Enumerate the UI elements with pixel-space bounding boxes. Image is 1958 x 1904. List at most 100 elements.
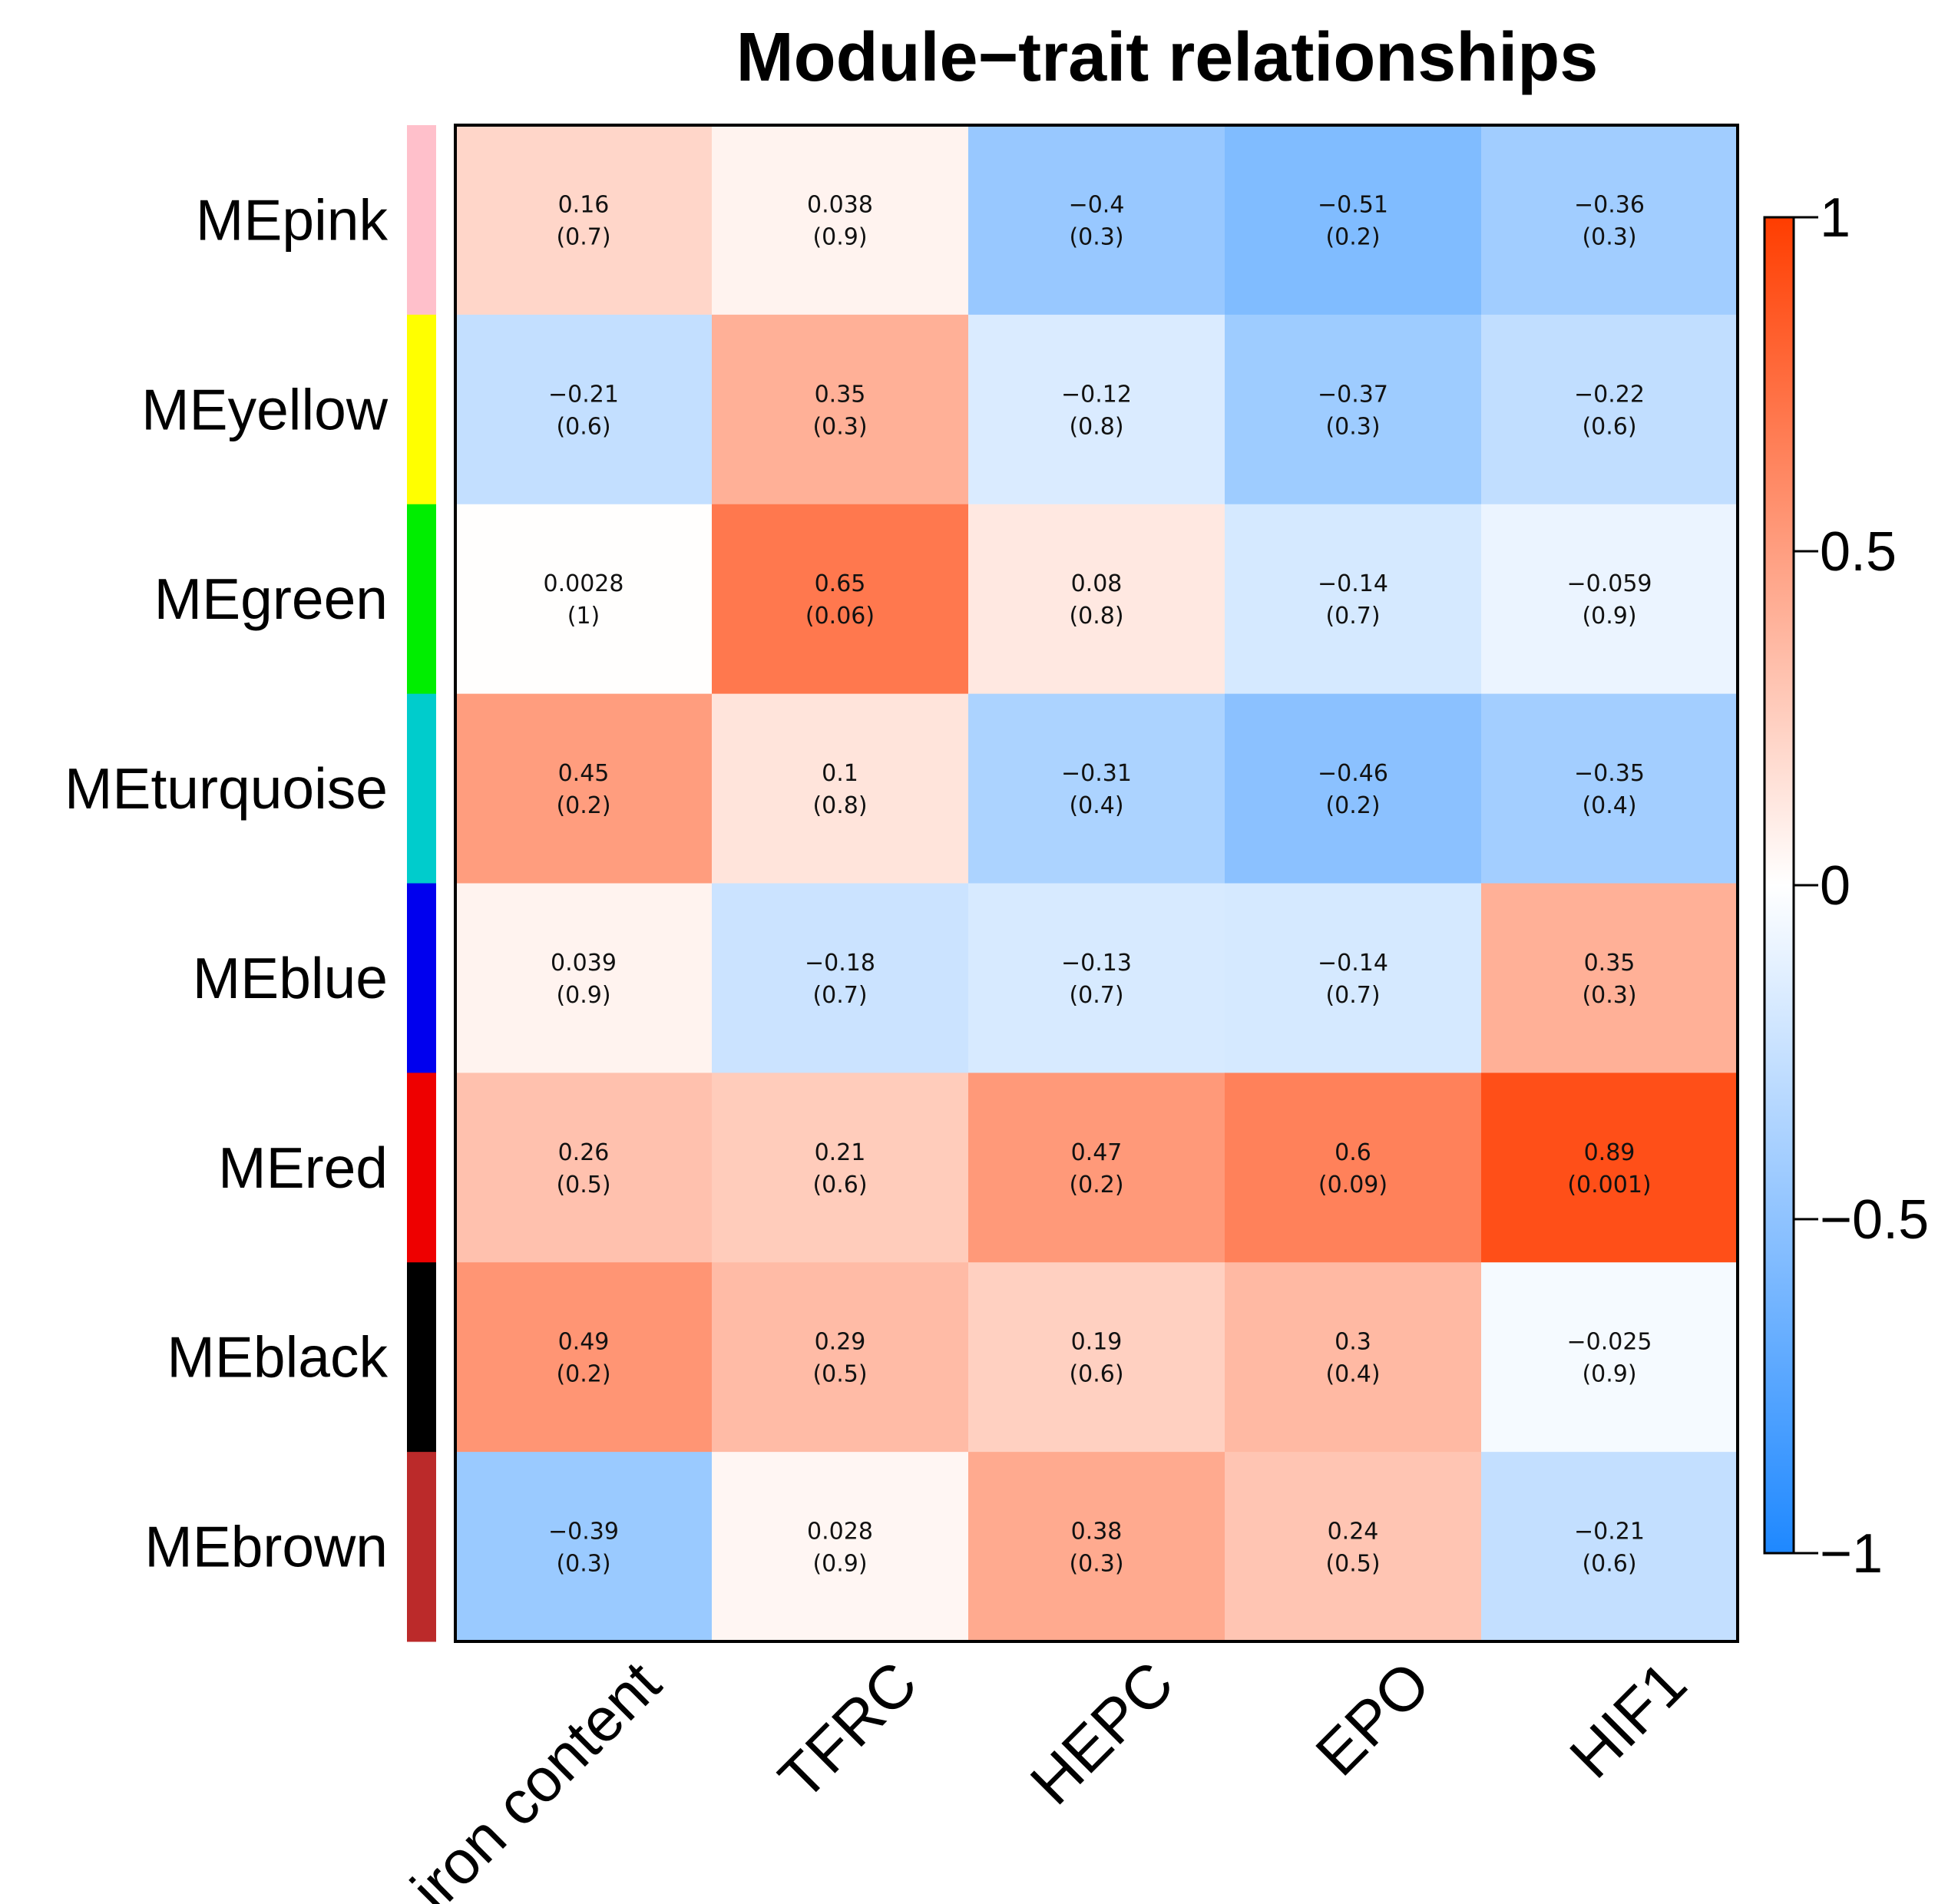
cell-correlation-label: −0.39: [548, 1519, 619, 1545]
heatmap-cell: [968, 693, 1225, 884]
column-label: EPO: [1303, 1648, 1443, 1788]
module-color-strip: [407, 693, 436, 884]
cell-pvalue-label: (0.3): [812, 413, 867, 440]
cell-correlation-label: 0.0028: [544, 570, 624, 597]
module-color-strip: [407, 883, 436, 1073]
cell-correlation-label: 0.47: [1071, 1139, 1123, 1166]
legend-ticks: 1 0.5 0 −0.5 −1: [1794, 187, 1929, 1585]
heatmap-cell: [1481, 1073, 1738, 1263]
cell-pvalue-label: (0.7): [556, 223, 610, 250]
heatmap-cell: [455, 125, 713, 316]
cell-correlation-label: 0.89: [1584, 1139, 1636, 1166]
row-label: MEbrown: [144, 1515, 388, 1579]
cell-correlation-label: 0.21: [815, 1139, 866, 1166]
heatmap-cell: [968, 1073, 1225, 1263]
heatmap-cell: [455, 1073, 713, 1263]
heatmap-cell: [1225, 1452, 1482, 1642]
legend-tick-label: 0.5: [1820, 521, 1897, 583]
cell-correlation-label: −0.13: [1061, 950, 1132, 977]
row-labels: MEpink MEyellow MEgreen MEturquoise MEblue ME…: [64, 187, 389, 1578]
column-label: iron content: [398, 1648, 673, 1904]
cell-pvalue-label: (0.001): [1567, 1172, 1651, 1198]
heatmap-cell: [455, 504, 713, 695]
cell-correlation-label: −0.37: [1318, 381, 1388, 408]
heatmap-cell: [1481, 125, 1738, 316]
cell-correlation-label: 0.028: [807, 1519, 873, 1545]
legend-tick-label: −1: [1820, 1523, 1883, 1585]
cell-pvalue-label: (0.09): [1318, 1172, 1387, 1198]
heatmap-cell: [1481, 314, 1738, 505]
heatmap-cell: [455, 693, 713, 884]
cell-pvalue-label: (0.9): [1582, 1361, 1636, 1388]
heatmap-cell: [712, 1073, 969, 1263]
heatmap-cell: [712, 883, 969, 1073]
cell-pvalue-label: (0.3): [1069, 223, 1123, 250]
cell-pvalue-label: (0.3): [1069, 1551, 1123, 1578]
cell-correlation-label: 0.038: [807, 191, 873, 218]
cell-pvalue-label: (0.4): [1069, 792, 1123, 819]
chart-title: Module−trait relationships: [736, 19, 1599, 96]
cell-pvalue-label: (0.6): [1582, 413, 1636, 440]
module-color-strip: [407, 1452, 436, 1642]
cell-pvalue-label: (0.3): [1582, 982, 1636, 1009]
heatmap-cell: [712, 504, 969, 695]
cell-correlation-label: 0.039: [551, 950, 617, 977]
heatmap-cell: [1481, 1262, 1738, 1453]
cell-correlation-label: −0.35: [1574, 760, 1645, 787]
heatmap-cell: [1481, 693, 1738, 884]
cell-pvalue-label: (0.4): [1582, 792, 1636, 819]
module-color-strips: [407, 125, 436, 1642]
cell-correlation-label: −0.14: [1318, 950, 1388, 977]
heatmap-cell: [1225, 883, 1482, 1073]
cell-pvalue-label: (0.7): [1325, 603, 1380, 630]
cell-correlation-label: −0.31: [1061, 760, 1132, 787]
cell-correlation-label: −0.14: [1318, 570, 1388, 597]
cell-correlation-label: 0.35: [1584, 950, 1636, 977]
heatmap-cell: [968, 504, 1225, 695]
cell-correlation-label: −0.51: [1318, 191, 1388, 218]
heatmap-cell: [712, 125, 969, 316]
cell-pvalue-label: (0.7): [1325, 982, 1380, 1009]
module-color-strip: [407, 125, 436, 316]
cell-correlation-label: 0.08: [1071, 570, 1123, 597]
cell-correlation-label: −0.18: [805, 950, 875, 977]
color-legend: 1 0.5 0 −0.5 −1: [1763, 187, 1929, 1585]
cell-correlation-label: 0.19: [1071, 1329, 1123, 1356]
cell-correlation-label: −0.46: [1318, 760, 1388, 787]
heatmap-cell: [1225, 314, 1482, 505]
cell-pvalue-label: (0.2): [1325, 223, 1380, 250]
heatmap-cell: [968, 883, 1225, 1073]
cell-pvalue-label: (0.2): [1069, 1172, 1123, 1198]
cell-correlation-label: 0.35: [815, 381, 866, 408]
cell-pvalue-label: (0.6): [1069, 1361, 1123, 1388]
cell-pvalue-label: (0.3): [1582, 223, 1636, 250]
cell-correlation-label: 0.49: [558, 1329, 610, 1356]
cell-correlation-label: 0.38: [1071, 1519, 1123, 1545]
cell-pvalue-label: (0.6): [556, 413, 610, 440]
heatmap-cell: [1481, 883, 1738, 1073]
cell-correlation-label: 0.26: [558, 1139, 610, 1166]
cell-correlation-label: 0.24: [1328, 1519, 1379, 1545]
heatmap-cell: [968, 125, 1225, 316]
heatmap-cell: [712, 693, 969, 884]
heatmap-cells: 0.16 (0.7) 0.038 (0.9) −0.4 (0.3) −0.51 (0.2) −0…: [455, 125, 1738, 1642]
cell-pvalue-label: (0.5): [1325, 1551, 1380, 1578]
row-label: MEgreen: [154, 567, 388, 631]
cell-pvalue-label: (1): [567, 603, 600, 630]
cell-pvalue-label: (0.3): [1325, 413, 1380, 440]
column-label: HIF1: [1557, 1648, 1700, 1791]
heatmap-cell: [455, 1452, 713, 1642]
module-color-strip: [407, 314, 436, 505]
cell-pvalue-label: (0.7): [1069, 982, 1123, 1009]
heatmap-cell: [712, 1452, 969, 1642]
column-label: HEPC: [1017, 1648, 1186, 1817]
cell-correlation-label: −0.059: [1566, 570, 1652, 597]
cell-pvalue-label: (0.06): [805, 603, 875, 630]
cell-pvalue-label: (0.8): [1069, 413, 1123, 440]
cell-pvalue-label: (0.9): [812, 223, 867, 250]
legend-colorbar: [1763, 216, 1795, 1555]
cell-correlation-label: 0.45: [558, 760, 610, 787]
cell-correlation-label: 0.6: [1335, 1139, 1371, 1166]
heatmap-cell: [1225, 125, 1482, 316]
cell-correlation-label: −0.36: [1574, 191, 1645, 218]
